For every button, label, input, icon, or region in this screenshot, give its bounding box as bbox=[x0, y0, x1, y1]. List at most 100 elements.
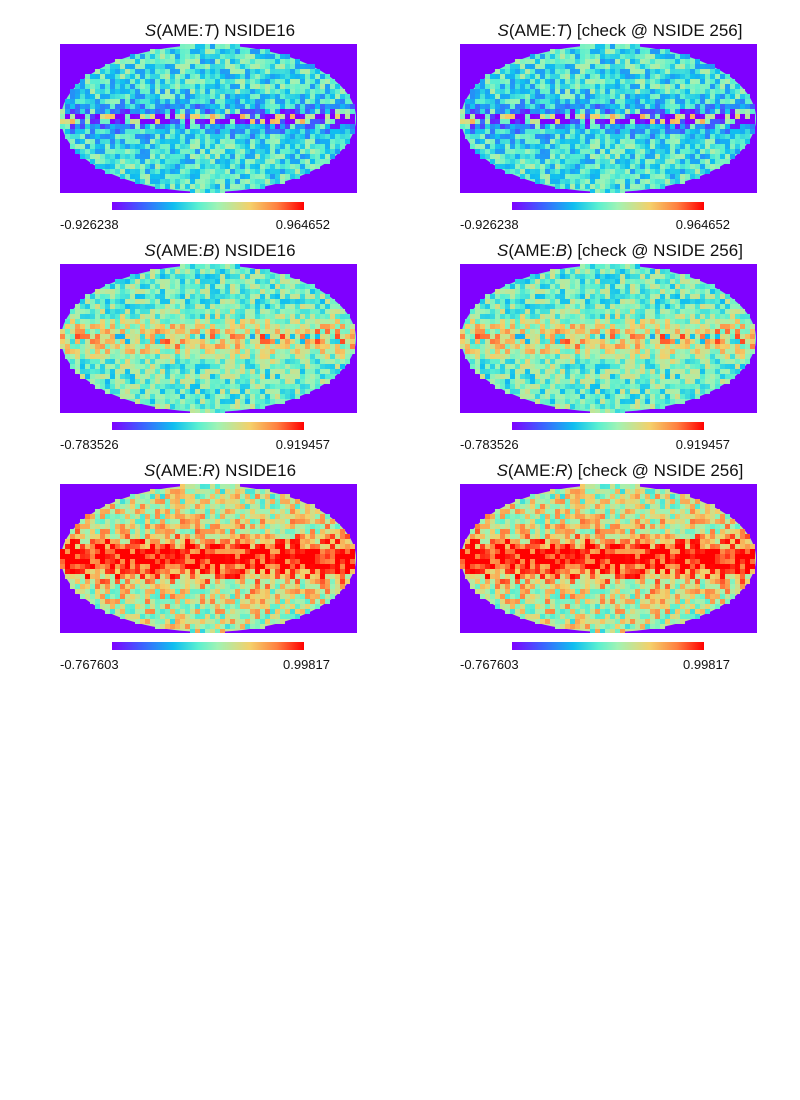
map-pixel bbox=[525, 114, 530, 119]
map-pixel bbox=[115, 104, 120, 109]
map-pixel bbox=[295, 114, 300, 119]
map-pixel bbox=[745, 319, 750, 324]
map-pixel bbox=[305, 389, 310, 394]
map-pixel bbox=[615, 274, 620, 279]
map-pixel bbox=[510, 94, 515, 99]
map-pixel bbox=[290, 109, 295, 114]
map-pixel bbox=[205, 364, 210, 369]
map-pixel bbox=[190, 59, 195, 64]
map-pixel bbox=[620, 149, 625, 154]
map-pixel bbox=[205, 374, 210, 379]
map-pixel bbox=[305, 319, 310, 324]
map-pixel bbox=[290, 144, 295, 149]
map-pixel bbox=[150, 104, 155, 109]
map-pixel bbox=[660, 334, 665, 339]
map-pixel bbox=[745, 314, 750, 319]
map-pixel bbox=[275, 109, 280, 114]
map-pixel bbox=[645, 79, 650, 84]
map-pixel bbox=[690, 309, 695, 314]
map-pixel bbox=[310, 309, 315, 314]
map-pixel bbox=[645, 139, 650, 144]
map-pixel bbox=[205, 299, 210, 304]
map-pixel bbox=[160, 274, 165, 279]
map-pixel bbox=[120, 129, 125, 134]
map-pixel bbox=[210, 44, 215, 49]
map-pixel bbox=[515, 129, 520, 134]
map-pixel bbox=[180, 174, 185, 179]
map-pixel bbox=[155, 379, 160, 384]
map-pixel bbox=[690, 299, 695, 304]
map-pixel bbox=[670, 144, 675, 149]
map-pixel bbox=[640, 129, 645, 134]
map-pixel bbox=[705, 344, 710, 349]
map-pixel bbox=[60, 124, 65, 129]
map-pixel bbox=[215, 329, 220, 334]
map-pixel bbox=[250, 284, 255, 289]
map-pixel bbox=[645, 59, 650, 64]
map-pixel bbox=[210, 179, 215, 184]
map-pixel bbox=[120, 174, 125, 179]
map-pixel bbox=[665, 104, 670, 109]
map-pixel bbox=[120, 324, 125, 329]
map-pixel bbox=[500, 79, 505, 84]
map-pixel bbox=[250, 174, 255, 179]
map-pixel bbox=[130, 59, 135, 64]
map-pixel bbox=[635, 169, 640, 174]
map-pixel bbox=[520, 344, 525, 349]
map-pixel bbox=[525, 169, 530, 174]
map-pixel bbox=[95, 99, 100, 104]
map-pixel bbox=[95, 69, 100, 74]
map-pixel bbox=[685, 59, 690, 64]
map-pixel bbox=[545, 319, 550, 324]
map-pixel bbox=[155, 294, 160, 299]
map-pixel bbox=[555, 319, 560, 324]
map-pixel bbox=[520, 164, 525, 169]
map-pixel bbox=[680, 289, 685, 294]
map-pixel bbox=[105, 379, 110, 384]
sky-map-texture bbox=[60, 264, 356, 413]
map-pixel bbox=[225, 164, 230, 169]
map-pixel bbox=[210, 69, 215, 74]
map-pixel bbox=[95, 359, 100, 364]
map-pixel bbox=[670, 339, 675, 344]
map-pixel bbox=[160, 79, 165, 84]
map-pixel bbox=[705, 159, 710, 164]
map-pixel bbox=[150, 74, 155, 79]
map-pixel bbox=[535, 289, 540, 294]
map-pixel bbox=[515, 344, 520, 349]
map-pixel bbox=[140, 94, 145, 99]
map-pixel bbox=[285, 99, 290, 104]
map-pixel bbox=[335, 324, 340, 329]
map-pixel bbox=[190, 364, 195, 369]
map-pixel bbox=[80, 109, 85, 114]
map-pixel bbox=[345, 324, 350, 329]
map-pixel bbox=[595, 79, 600, 84]
map-pixel bbox=[285, 59, 290, 64]
map-pixel bbox=[185, 129, 190, 134]
map-pixel bbox=[470, 124, 475, 129]
map-pixel bbox=[630, 109, 635, 114]
map-pixel bbox=[545, 89, 550, 94]
map-pixel bbox=[550, 89, 555, 94]
map-pixel bbox=[280, 179, 285, 184]
map-pixel bbox=[695, 149, 700, 154]
map-pixel bbox=[570, 154, 575, 159]
map-pixel bbox=[75, 364, 80, 369]
map-pixel bbox=[570, 314, 575, 319]
map-pixel bbox=[545, 119, 550, 124]
map-pixel bbox=[310, 154, 315, 159]
map-pixel bbox=[310, 374, 315, 379]
map-pixel bbox=[615, 94, 620, 99]
map-pixel bbox=[620, 264, 625, 269]
map-pixel bbox=[565, 164, 570, 169]
map-pixel bbox=[120, 69, 125, 74]
map-pixel bbox=[300, 144, 305, 149]
map-pixel bbox=[185, 94, 190, 99]
map-pixel bbox=[325, 134, 330, 139]
map-pixel bbox=[175, 154, 180, 159]
map-pixel bbox=[655, 339, 660, 344]
map-pixel bbox=[320, 104, 325, 109]
map-pixel bbox=[735, 344, 740, 349]
map-pixel bbox=[235, 104, 240, 109]
map-pixel bbox=[345, 319, 350, 324]
